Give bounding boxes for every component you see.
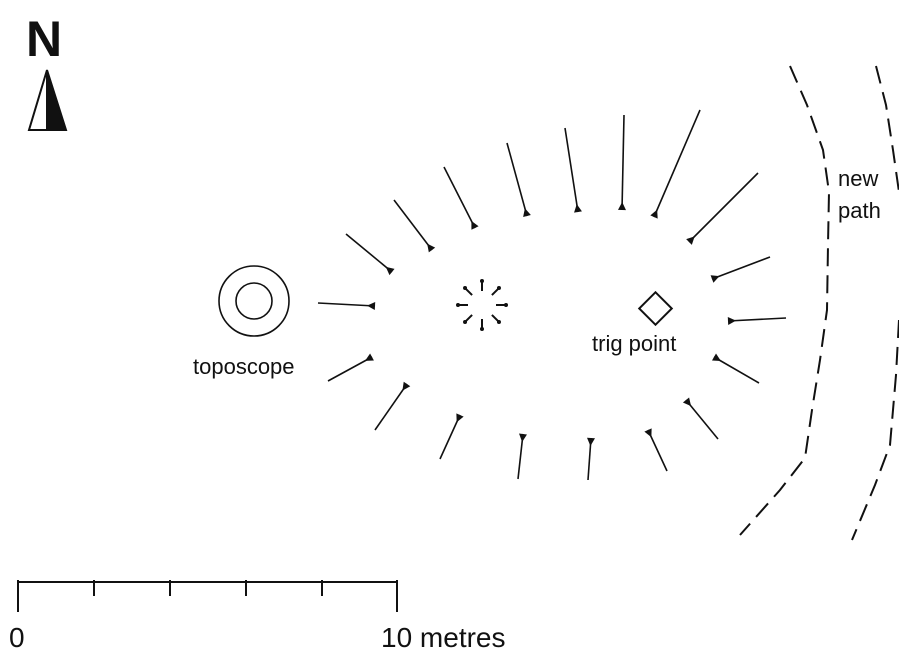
central-mark — [456, 303, 468, 307]
central-marks — [456, 279, 508, 331]
standing-stone — [587, 437, 595, 481]
standing-stone — [443, 166, 479, 230]
trig-point-symbol — [637, 290, 674, 327]
standing-stone — [345, 233, 395, 276]
standing-stone — [374, 381, 411, 431]
scale-start-label: 0 — [9, 622, 25, 653]
standing-stone — [682, 397, 719, 440]
central-mark — [463, 314, 473, 324]
new-path — [739, 65, 899, 541]
central-mark — [491, 314, 501, 324]
standing-stone — [317, 302, 376, 310]
new-path-label-line2: path — [838, 198, 881, 223]
central-mark — [480, 279, 484, 291]
central-mark — [480, 319, 484, 331]
north-arrow-icon — [27, 69, 68, 131]
standing-stone — [711, 353, 760, 384]
standing-stone — [686, 172, 759, 245]
standing-stone — [517, 433, 527, 480]
new-path-label-line1: new — [838, 166, 879, 191]
standing-stone — [710, 256, 771, 283]
central-mark — [496, 303, 508, 307]
standing-stone — [727, 317, 787, 325]
north-label: N — [26, 11, 63, 67]
standing-stone — [506, 142, 531, 218]
toposcope-label: toposcope — [193, 354, 295, 379]
standing-stone — [439, 413, 464, 460]
standing-stone — [327, 353, 374, 382]
toposcope-symbol — [218, 265, 290, 337]
scale-end-label: 10 metres — [381, 622, 506, 653]
stone-circle — [317, 109, 787, 481]
central-mark — [491, 286, 501, 296]
standing-stone — [618, 114, 626, 211]
standing-stone — [650, 109, 701, 219]
trig-point-label: trig point — [592, 331, 677, 356]
standing-stone — [564, 127, 582, 213]
scale-bar — [17, 580, 398, 612]
standing-stone — [644, 428, 668, 472]
central-mark — [463, 286, 473, 296]
standing-stone — [393, 199, 436, 253]
